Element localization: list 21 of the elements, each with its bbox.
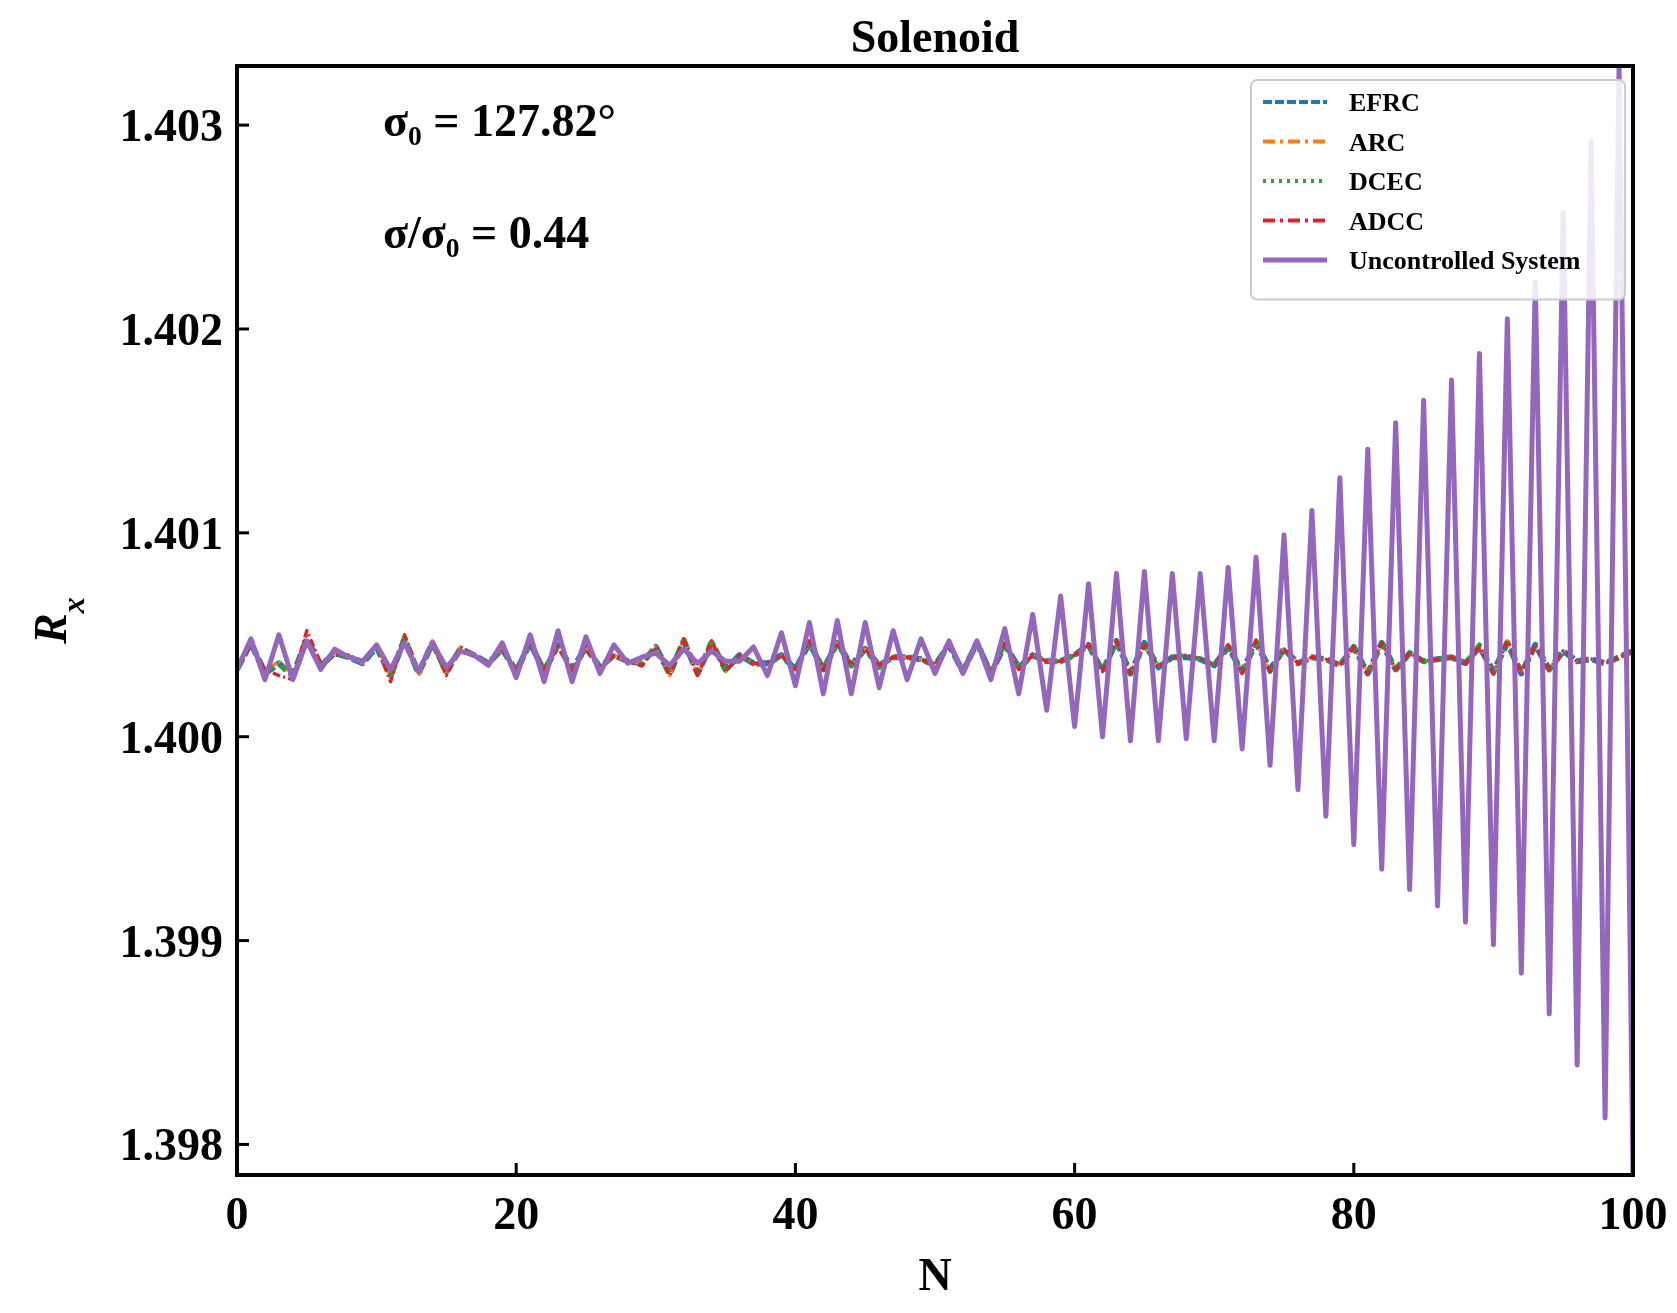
- annotation: σ/σ₀ = 0.44: [383, 207, 590, 258]
- annotation: σ₀ = 127.82°: [383, 95, 616, 146]
- y-tick-label: 1.401: [119, 507, 223, 559]
- x-tick-label: 20: [493, 1188, 540, 1239]
- legend-label: ARC: [1349, 127, 1406, 157]
- x-tick-label: 0: [225, 1188, 249, 1239]
- y-tick-label: 1.400: [119, 711, 223, 763]
- x-tick-label: 80: [1330, 1188, 1377, 1239]
- x-tick-label: 40: [772, 1188, 819, 1239]
- legend-label: Uncontrolled System: [1349, 246, 1581, 275]
- legend-label: EFRC: [1349, 88, 1420, 117]
- x-axis-title: N: [918, 1249, 952, 1300]
- y-tick-label: 1.398: [119, 1119, 223, 1171]
- y-tick-label: 1.402: [119, 303, 223, 355]
- legend-label: ADCC: [1349, 206, 1425, 236]
- x-tick-label: 60: [1051, 1188, 1098, 1239]
- y-tick-label: 1.399: [119, 915, 223, 967]
- x-tick-label: 100: [1598, 1188, 1668, 1239]
- chart-title: Solenoid: [850, 11, 1020, 62]
- y-tick-label: 1.403: [119, 100, 223, 152]
- legend-label: DCEC: [1349, 167, 1423, 196]
